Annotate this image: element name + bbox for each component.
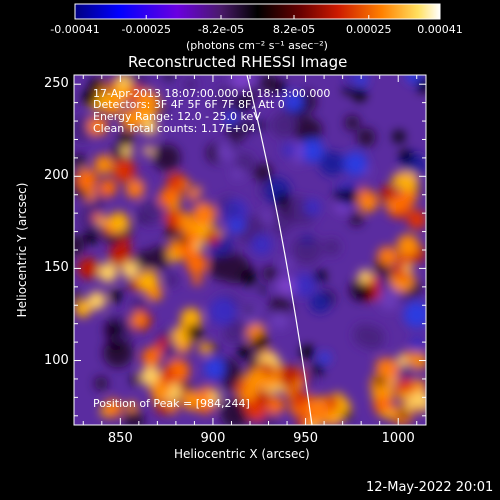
x-tick-label: 950	[293, 431, 318, 446]
peak-annotation: Position of Peak = [984,244]	[93, 397, 250, 410]
colorbar	[74, 3, 441, 20]
x-tick-label: 850	[107, 431, 133, 446]
time-annotation: 17-Apr-2013 18:07:00.000 to 18:13:00.000	[93, 87, 331, 100]
colorbar-units: (photons cm⁻² s⁻¹ asec⁻²)	[186, 39, 328, 52]
footer-timestamp: 12-May-2022 20:01	[366, 480, 494, 495]
colorbar-tick-label: -0.00025	[121, 23, 171, 36]
colorbar-tick-label: 0.00025	[346, 23, 392, 36]
x-tick-label: 1000	[381, 431, 415, 446]
chart-title: Reconstructed RHESSI Image	[128, 53, 348, 71]
clean-annotation: Clean Total counts: 1.17E+04	[93, 122, 256, 135]
x-tick-label: 900	[200, 431, 226, 446]
y-tick-label: 150	[44, 260, 69, 276]
y-tick-label: 250	[44, 76, 69, 92]
x-axis-title: Heliocentric X (arcsec)	[174, 447, 310, 461]
y-axis-title: Heliocentric Y (arcsec)	[15, 182, 29, 318]
axis-ticks	[74, 75, 426, 425]
solar-limb	[246, 75, 313, 425]
colorbar-tick-label: 8.2e-05	[272, 23, 316, 36]
detectors-annotation: Detectors: 3F 4F 5F 6F 7F 8F, Att 0	[93, 98, 285, 111]
heatmap-image	[74, 75, 426, 425]
colorbar-ticks	[74, 15, 441, 19]
colorbar-tick-label: 0.00041	[417, 23, 463, 36]
y-tick-label: 100	[44, 352, 69, 368]
energy-annotation: Energy Range: 12.0 - 25.0 keV	[93, 110, 261, 123]
y-tick-label: 200	[44, 168, 69, 184]
colorbar-tick-label: -8.2e-05	[197, 23, 245, 36]
colorbar-tick-label: -0.00041	[50, 23, 100, 36]
